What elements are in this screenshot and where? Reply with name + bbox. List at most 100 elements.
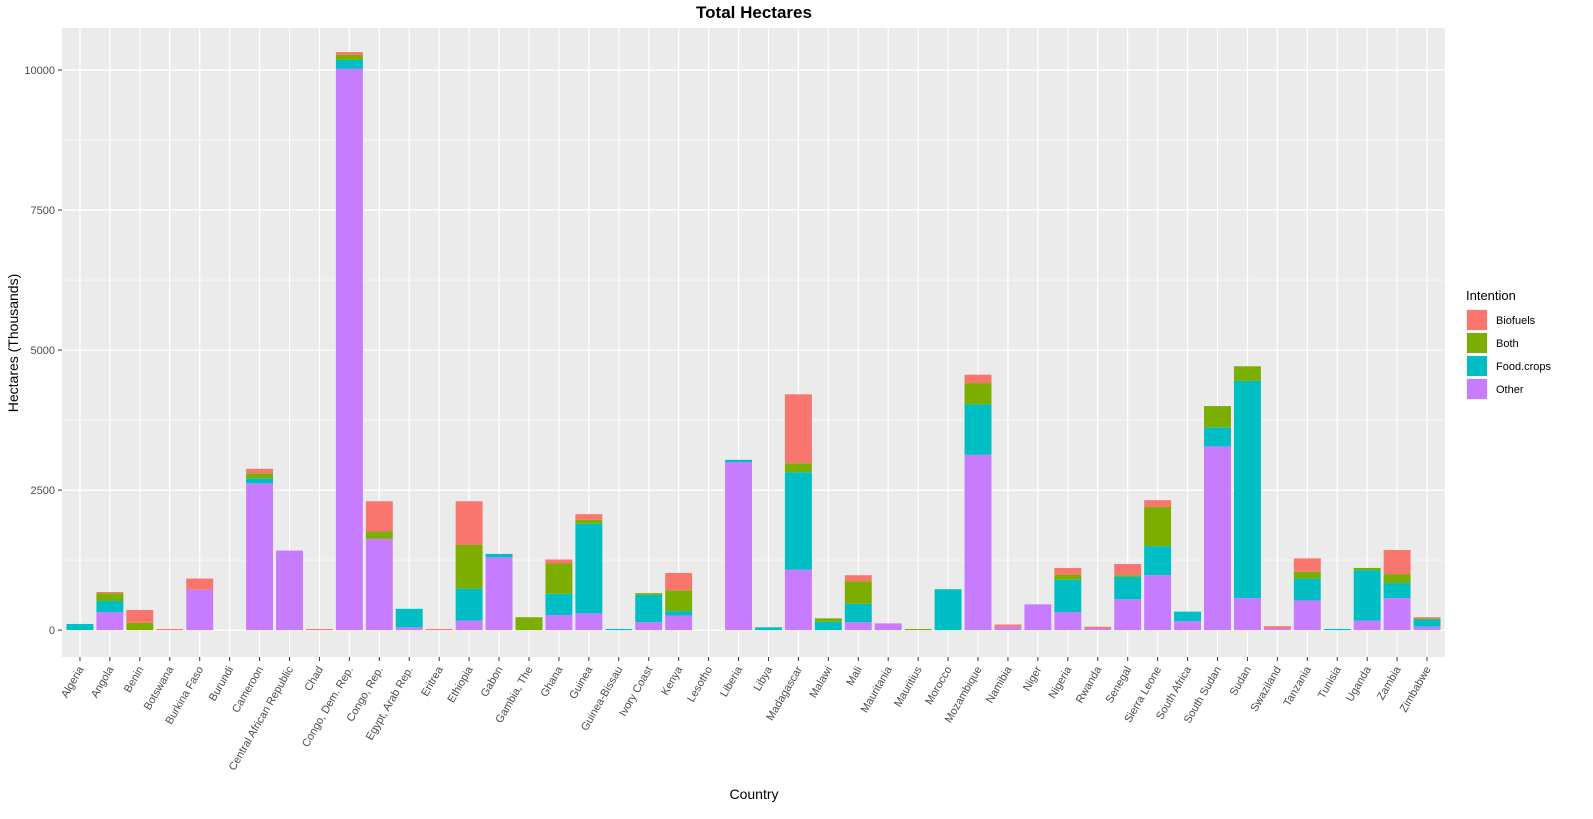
bar-both [455, 544, 483, 589]
bar-other [665, 615, 693, 631]
bar-biofuels [575, 514, 603, 520]
bar-other [545, 614, 573, 631]
bar-biofuels [1383, 550, 1411, 575]
bar-food-crops [725, 459, 753, 463]
bar-food-crops [934, 589, 962, 631]
bar-biofuels [1263, 626, 1291, 629]
y-tick-label: 5000 [31, 345, 55, 357]
bar-both [575, 519, 603, 524]
bar-other [994, 626, 1022, 631]
x-tick-label: Burundi [207, 665, 236, 704]
bar-other [1084, 628, 1112, 631]
x-tick-label: Eritrea [419, 664, 446, 699]
bar-other [784, 569, 812, 631]
bar-food-crops [1144, 546, 1172, 576]
bar-other [455, 620, 483, 631]
bar-other [1353, 620, 1381, 631]
x-tick-label: Benin [122, 665, 146, 695]
y-tick-label: 10000 [24, 65, 55, 77]
bar-both [515, 617, 543, 631]
bar-biofuels [1413, 617, 1441, 619]
legend-label-other: Other [1496, 384, 1524, 396]
bar-biofuels [844, 575, 872, 582]
bar-biofuels [335, 52, 363, 55]
legend-swatch-other [1467, 379, 1487, 399]
bar-food-crops [1293, 578, 1321, 601]
bar-other [635, 622, 663, 631]
bar-other [395, 627, 423, 631]
bar-other [1233, 598, 1261, 631]
bar-both [1233, 366, 1261, 381]
bar-other [186, 589, 214, 631]
bar-both [365, 531, 393, 539]
bar-both [126, 622, 154, 631]
y-tick-label: 7500 [31, 205, 55, 217]
bar-biofuels [1054, 567, 1082, 575]
legend-swatch-both [1467, 333, 1487, 353]
bar-biofuels [1293, 558, 1321, 572]
x-tick-label: Zambia [1375, 664, 1404, 703]
legend-label-both: Both [1496, 338, 1519, 350]
bar-food-crops [575, 523, 603, 614]
bar-other [1054, 612, 1082, 631]
x-tick-label: Liberia [718, 664, 745, 699]
bar-food-crops [246, 478, 274, 484]
bars-layer [66, 52, 1441, 631]
bar-food-crops [1413, 619, 1441, 627]
bar-both [784, 463, 812, 473]
bar-other [96, 612, 124, 631]
y-axis-title: Hectares (Thousands) [5, 274, 21, 413]
bar-other [246, 483, 274, 631]
x-tick-label: Malawi [807, 665, 835, 701]
x-tick-label: Central African Republic [227, 664, 297, 773]
bar-biofuels [545, 559, 573, 564]
bar-biofuels [994, 624, 1022, 627]
bar-food-crops [1174, 611, 1202, 622]
x-tick-label: Angola [89, 664, 117, 700]
x-tick-label: Algeria [59, 664, 87, 700]
bar-food-crops [665, 611, 693, 616]
legend-label-biofuels: Biofuels [1496, 315, 1536, 327]
bar-both [1054, 574, 1082, 580]
x-tick-label: Morocco [923, 665, 954, 708]
bar-both [1144, 506, 1172, 547]
legend-label-food-crops: Food.crops [1496, 361, 1552, 373]
bar-biofuels [1114, 564, 1142, 576]
x-tick-label: Mauritius [892, 664, 925, 709]
bar-both [1383, 574, 1411, 584]
x-tick-label: Tunisia [1316, 664, 1344, 701]
x-tick-label: Kenya [659, 664, 685, 698]
bar-food-crops [1204, 427, 1231, 447]
x-tick-label: Mali [844, 665, 864, 688]
x-tick-label: Swaziland [1248, 665, 1283, 714]
legend-swatch-biofuels [1467, 310, 1487, 330]
x-tick-label: Sudan [1228, 665, 1254, 699]
bar-food-crops [1114, 576, 1142, 600]
bar-other [1204, 446, 1231, 631]
bar-food-crops [1323, 628, 1351, 631]
bar-both [964, 383, 992, 405]
bar-both [904, 628, 932, 631]
bar-food-crops [545, 593, 573, 615]
bar-both [545, 563, 573, 594]
bar-both [635, 593, 663, 595]
legend-swatch-food-crops [1467, 356, 1487, 376]
x-tick-label: Senegal [1104, 665, 1135, 706]
x-tick-label: Namibia [984, 664, 1015, 706]
bar-both [844, 581, 872, 604]
bar-both [1114, 575, 1142, 577]
y-tick-label: 2500 [31, 485, 55, 497]
x-tick-label: Niger [1021, 664, 1045, 693]
x-tick-label: Gabon [479, 665, 506, 700]
bar-other [874, 623, 902, 631]
x-tick-label: Lesotho [685, 665, 715, 705]
x-tick-label: Nigeria [1047, 664, 1075, 701]
x-tick-label: Ethiopia [445, 664, 476, 705]
bar-other [1413, 626, 1441, 631]
bar-biofuels [1144, 500, 1172, 507]
bar-food-crops [485, 553, 513, 558]
y-axis: 0 2500 5000 7500 10000 [24, 65, 62, 637]
bar-other [335, 68, 363, 631]
x-tick-label: Ghana [539, 664, 566, 699]
